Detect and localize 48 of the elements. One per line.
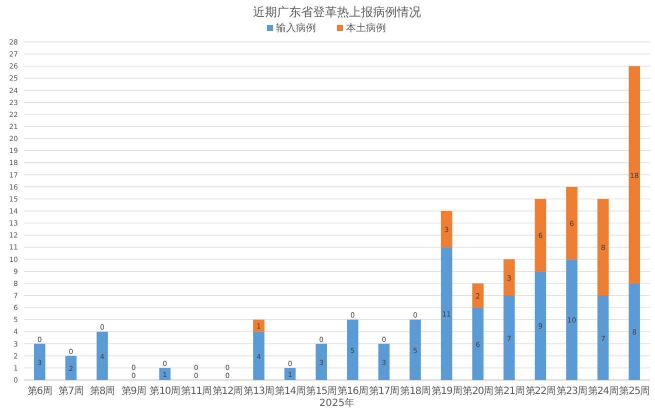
bar [504, 296, 515, 380]
bar [472, 283, 484, 308]
bar [410, 320, 421, 380]
x-tick-label: 第10周 [150, 385, 180, 397]
x-axis-title: 2025年 [319, 397, 355, 409]
bar [440, 211, 452, 248]
bar [159, 368, 170, 380]
bar [253, 320, 264, 332]
x-tick-label: 第24周 [588, 385, 618, 397]
bar [534, 271, 546, 380]
bar [628, 283, 640, 380]
x-tick-label: 第20周 [462, 385, 494, 397]
bar [566, 259, 578, 380]
x-tick-label: 第22周 [525, 385, 556, 397]
bar [440, 247, 452, 380]
x-tick-label: 第13周 [244, 385, 274, 397]
x-tick-label: 第6周 [27, 385, 52, 397]
bar [566, 186, 578, 260]
x-tick-label: 第17周 [368, 385, 400, 397]
bar [96, 332, 108, 380]
x-tick-label: 第19周 [431, 385, 462, 397]
bar [378, 344, 390, 380]
x-tick-label: 第11周 [180, 385, 212, 397]
bar [472, 308, 484, 380]
x-tick-label: 第23周 [556, 385, 587, 397]
bar [316, 344, 327, 380]
x-tick-label: 第18周 [400, 385, 430, 397]
bar [34, 344, 46, 380]
legend-label: 输入病例 [276, 22, 316, 34]
bar [534, 198, 546, 272]
bar [597, 198, 609, 296]
x-tick-label: 第7周 [58, 385, 84, 397]
x-tick-label: 第21周 [494, 385, 524, 397]
x-tick-label: 第25周 [619, 385, 650, 397]
bar [65, 356, 77, 380]
chart-title: 近期广东省登革热上报病例情况 [253, 5, 421, 19]
bar [597, 296, 609, 380]
bar [347, 320, 358, 380]
legend-label: 本土病例 [346, 22, 386, 34]
bar [504, 259, 515, 296]
bar [628, 66, 640, 284]
x-tick-label: 第9周 [121, 385, 146, 397]
x-tick-label: 第16周 [337, 385, 368, 397]
x-tick-label: 第15周 [306, 385, 337, 397]
x-tick-label: 第8周 [90, 385, 115, 397]
x-tick-label: 第12周 [212, 385, 243, 397]
x-tick-label: 第14周 [274, 385, 306, 397]
bar [253, 332, 264, 380]
